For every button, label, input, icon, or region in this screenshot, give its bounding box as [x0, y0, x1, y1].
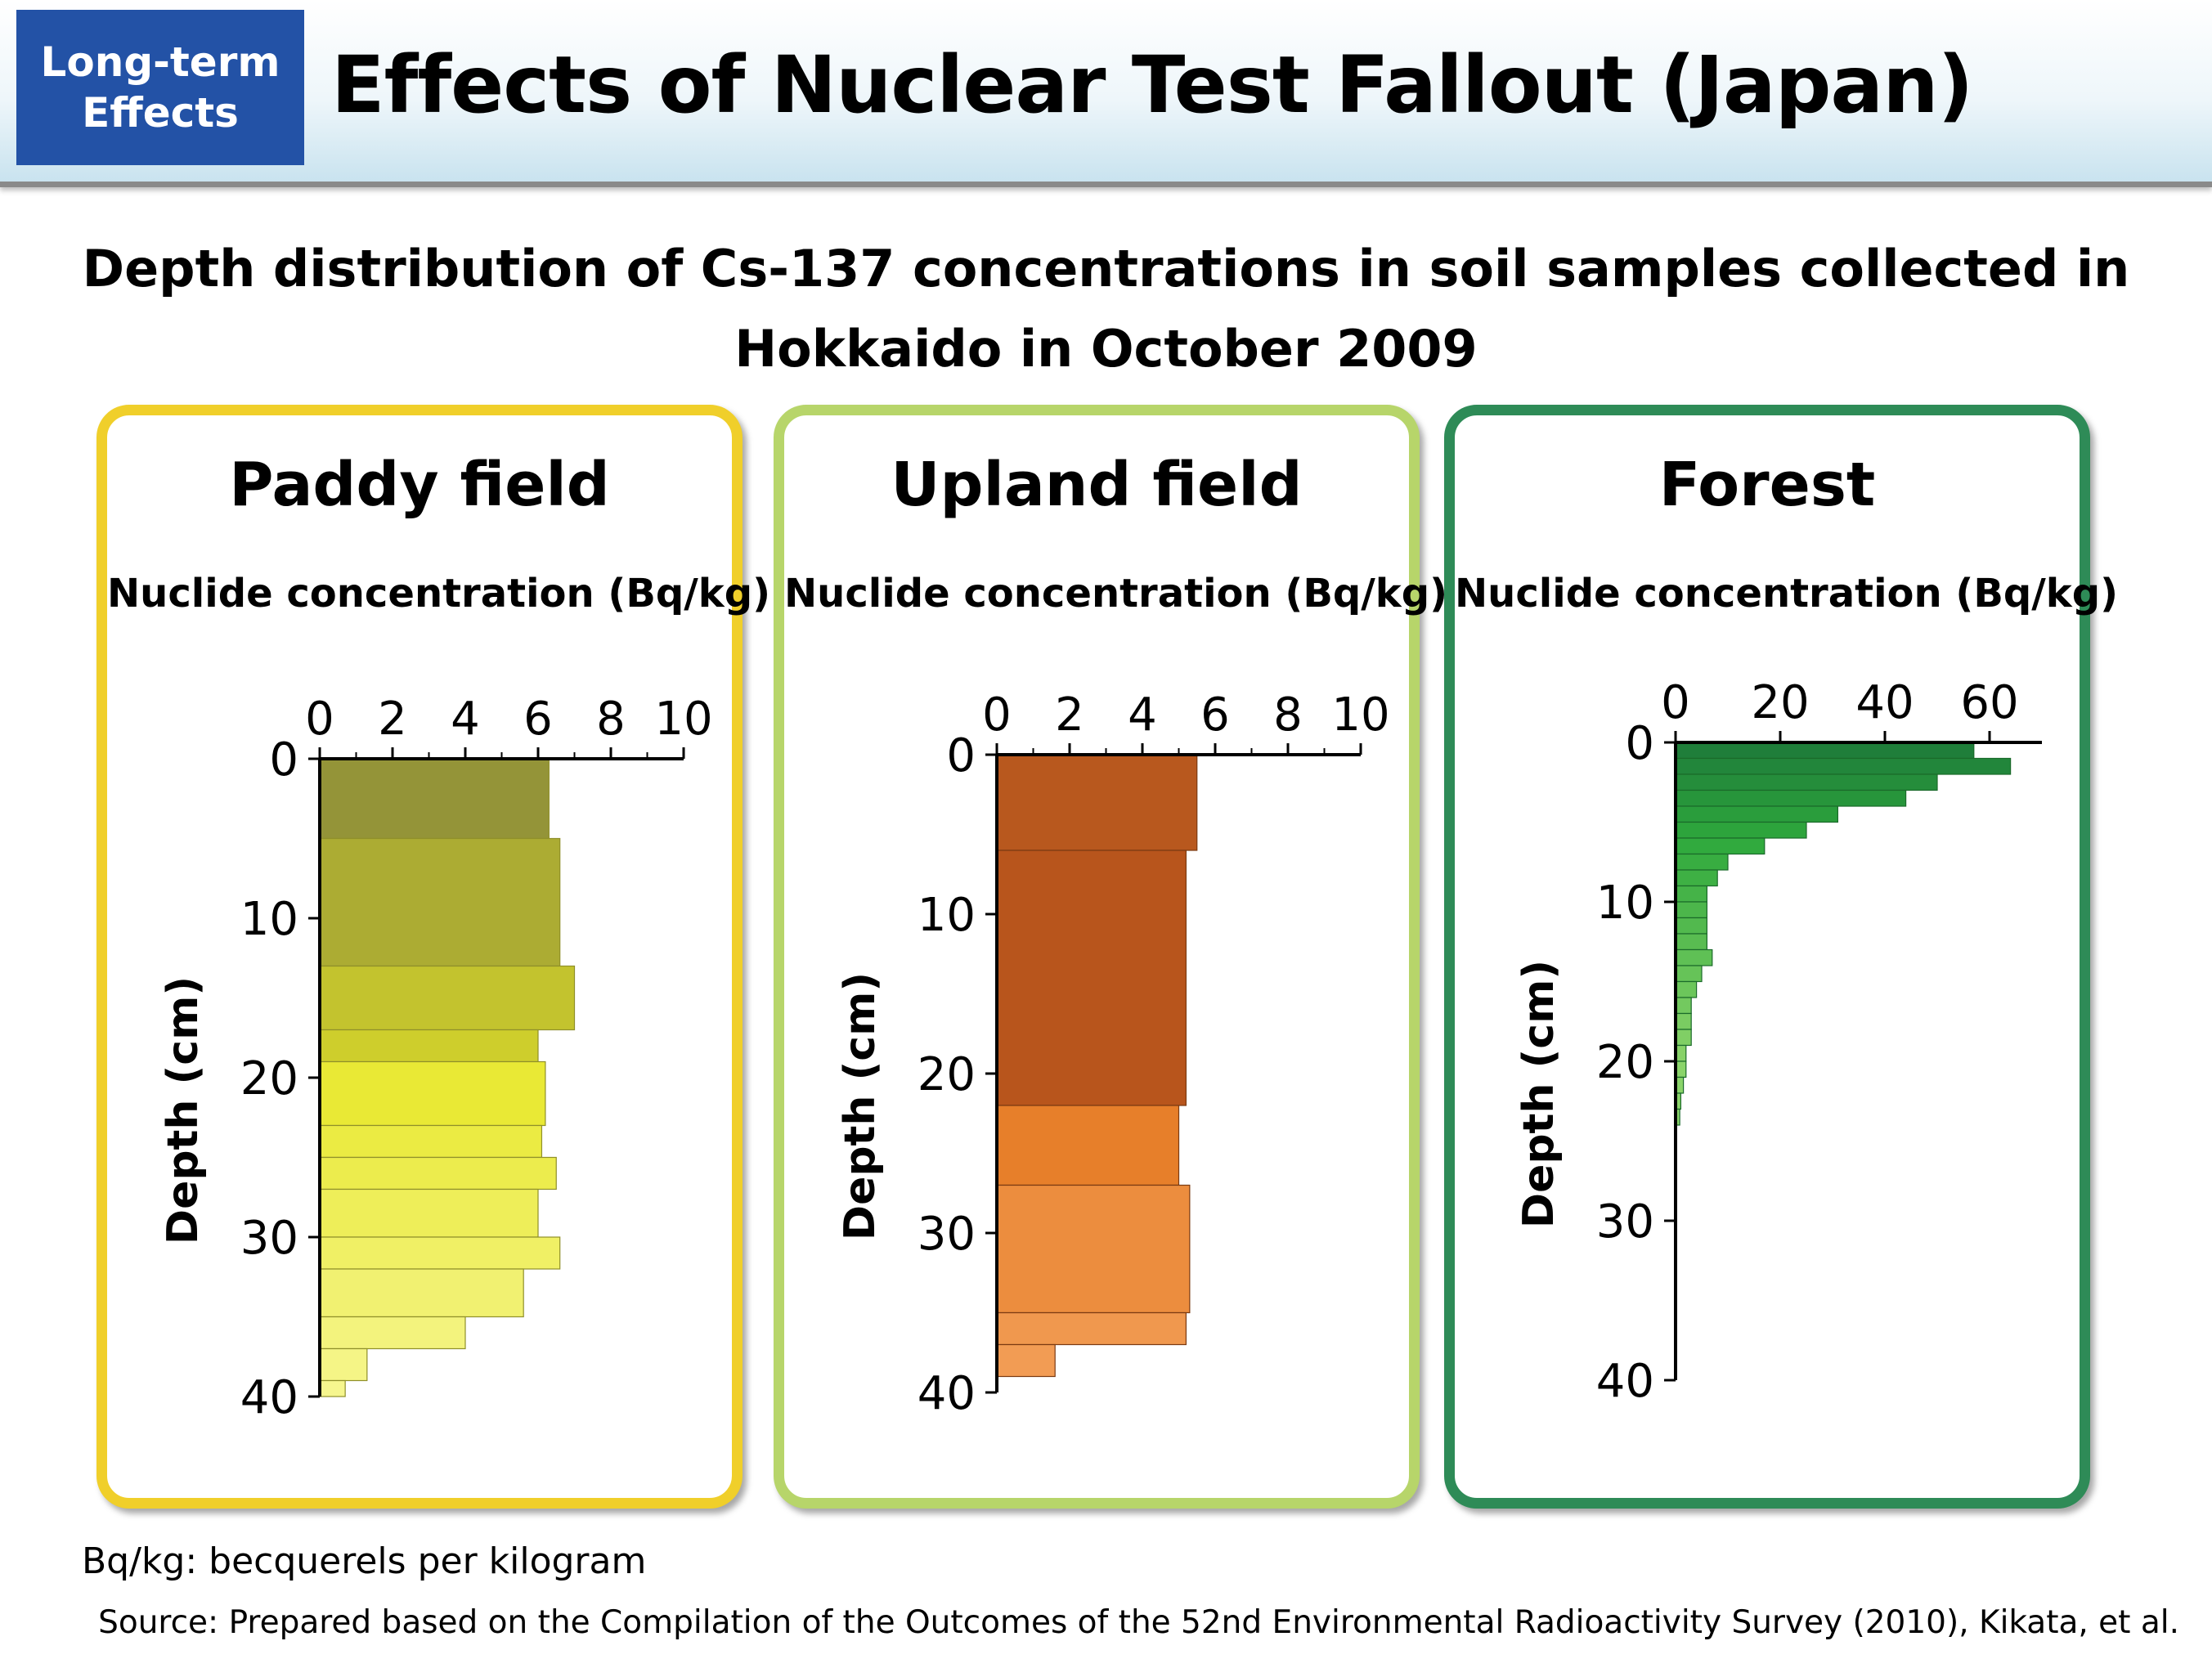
depth-bar	[1675, 901, 1708, 919]
depth-bar	[996, 850, 1187, 1106]
depth-bar	[319, 1236, 561, 1270]
depth-bar	[1675, 948, 1713, 966]
depth-bar	[996, 1105, 1180, 1186]
category-badge: Long-term Effects	[16, 10, 304, 165]
slide-subtitle: Depth distribution of Cs-137 concentrati…	[0, 229, 2212, 389]
depth-bar	[319, 1029, 539, 1063]
depth-bar	[996, 754, 1198, 851]
depth-bar	[1675, 805, 1838, 823]
y-tick-label: 0	[269, 733, 298, 787]
depth-bar	[1675, 933, 1708, 951]
depth-bar	[1675, 757, 2012, 775]
depth-bar	[1675, 997, 1692, 1015]
unit-footnote: Bq/kg: becquerels per kilogram	[82, 1540, 647, 1582]
x-tick-label: 6	[523, 693, 553, 746]
subtitle-line-1: Depth distribution of Cs-137 concentrati…	[82, 239, 2130, 298]
subtitle-line-2: Hokkaido in October 2009	[734, 319, 1478, 379]
x-tick-label: 4	[451, 693, 480, 746]
depth-bar	[319, 1316, 466, 1350]
header-bar: Long-term Effects Effects of Nuclear Tes…	[0, 0, 2212, 187]
source-note: Source: Prepared based on the Compilatio…	[98, 1604, 2179, 1641]
y-tick-label: 30	[240, 1212, 298, 1265]
y-tick-label: 10	[1596, 877, 1654, 930]
y-tick-label: 30	[1596, 1195, 1654, 1249]
x-tick-label: 2	[1055, 688, 1084, 742]
x-axis-label: Nuclide concentration (Bq/kg)	[107, 571, 771, 617]
x-axis-label: Nuclide concentration (Bq/kg)	[784, 571, 1448, 617]
x-tick-label: 0	[982, 688, 1012, 742]
depth-bar	[1675, 1012, 1692, 1030]
panel-title: Paddy field	[229, 450, 610, 520]
y-tick-label: 10	[240, 893, 298, 946]
y-axis-label: Depth (cm)	[836, 972, 885, 1240]
x-axis-label: Nuclide concentration (Bq/kg)	[1455, 571, 2119, 617]
badge-line-2: Effects	[82, 89, 239, 137]
y-tick-label: 40	[918, 1367, 976, 1420]
depth-bar	[1675, 837, 1766, 855]
depth-bar	[1675, 885, 1708, 903]
depth-bar	[1675, 869, 1718, 887]
depth-bar	[1675, 773, 1938, 791]
depth-bar	[319, 1124, 543, 1159]
depth-bar	[1675, 853, 1729, 871]
depth-bar	[1675, 789, 1907, 807]
x-tick-label: 2	[378, 693, 407, 746]
x-tick-label: 10	[1331, 688, 1389, 742]
x-tick-label: 6	[1200, 688, 1230, 742]
x-tick-label: 10	[654, 693, 712, 746]
depth-bar	[996, 1312, 1187, 1346]
upland-field-panel: Upland field Nuclide concentration (Bq/k…	[774, 405, 1448, 1509]
depth-bar	[319, 1379, 346, 1397]
forest-panel: Forest Nuclide concentration (Bq/kg) 0 20…	[1444, 405, 2119, 1509]
x-tick-label: 0	[305, 693, 334, 746]
panel-title: Upland field	[891, 450, 1303, 520]
depth-bar	[1675, 821, 1807, 839]
badge-line-1: Long-term	[40, 38, 280, 86]
x-tick-label: 0	[1661, 676, 1690, 729]
y-tick-label: 0	[946, 729, 976, 782]
depth-bar	[1675, 965, 1703, 983]
y-tick-label: 40	[1596, 1355, 1654, 1408]
y-tick-label: 0	[1625, 717, 1654, 770]
depth-bar	[1675, 917, 1708, 935]
page-title: Effects of Nuclear Test Fallout (Japan)	[331, 39, 1973, 131]
depth-bar	[319, 758, 550, 840]
y-tick-label: 40	[240, 1371, 298, 1424]
depth-bar	[1675, 742, 1975, 760]
x-tick-label: 20	[1751, 676, 1809, 729]
depth-bar	[319, 1188, 539, 1238]
depth-bar	[1675, 1029, 1692, 1047]
x-tick-label: 8	[596, 693, 626, 746]
y-tick-label: 20	[240, 1052, 298, 1105]
depth-bar	[319, 837, 561, 967]
y-axis-label: Depth (cm)	[159, 976, 208, 1244]
depth-bar	[319, 965, 576, 1031]
y-axis-label: Depth (cm)	[1514, 960, 1564, 1228]
depth-bar	[996, 1343, 1056, 1378]
x-tick-label: 60	[1960, 676, 2018, 729]
depth-bar	[996, 1184, 1191, 1314]
depth-bar	[319, 1347, 368, 1382]
panel-title: Forest	[1658, 450, 1876, 520]
depth-bar	[319, 1156, 557, 1190]
y-tick-label: 20	[1596, 1036, 1654, 1089]
y-tick-label: 20	[918, 1048, 976, 1101]
depth-bar	[319, 1060, 546, 1127]
paddy-field-panel: Paddy field Nuclide concentration (Bq/kg…	[96, 405, 771, 1509]
depth-bar	[319, 1268, 524, 1318]
depth-bar	[1675, 980, 1698, 998]
y-tick-label: 10	[918, 889, 976, 942]
forest-chart: 0 20 40 60 0 10 20 30 40 Depth (cm)	[1514, 676, 2042, 1408]
y-tick-label: 30	[918, 1208, 976, 1261]
x-tick-label: 8	[1273, 688, 1303, 742]
x-tick-label: 40	[1855, 676, 1914, 729]
x-tick-label: 4	[1128, 688, 1157, 742]
